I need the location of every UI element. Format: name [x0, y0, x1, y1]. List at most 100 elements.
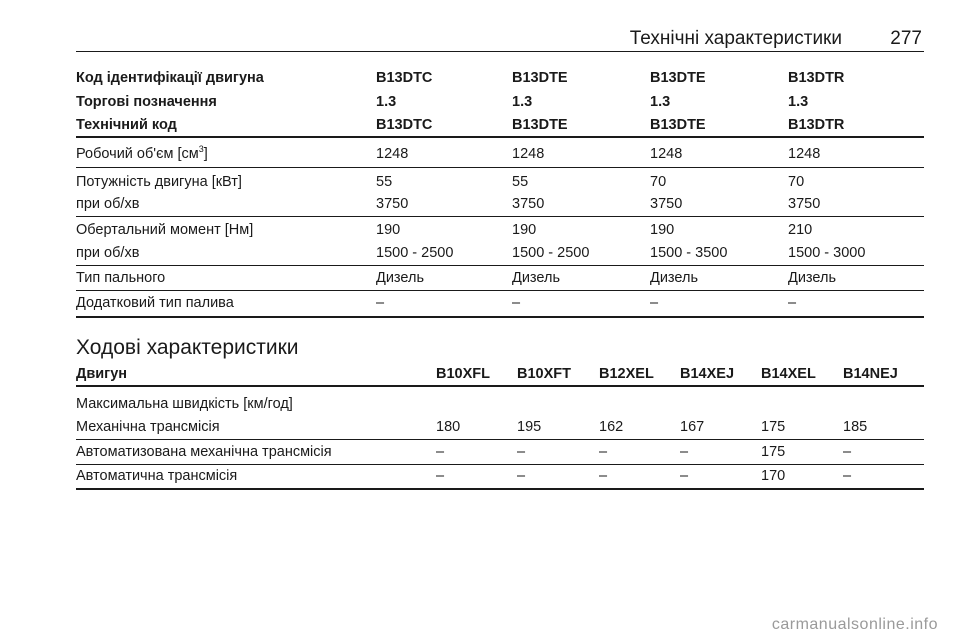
cell: – [436, 468, 445, 484]
row-divider [76, 216, 924, 217]
cell: 1248 [788, 146, 821, 162]
cell: 1500 - 2500 [376, 245, 454, 261]
row-label: при об/хв [76, 196, 140, 212]
cell: 175 [761, 419, 786, 435]
cell: – [436, 444, 445, 460]
superscript: 3 [198, 144, 204, 155]
cell: B13DTC [376, 70, 433, 86]
table-header-rule [76, 136, 924, 138]
manual-transmission-row: Механічна трансмісія 180 195 162 167 175… [76, 419, 924, 441]
fuel-type-row: Тип пального Дизель Дизель Дизель Дизель [76, 270, 924, 292]
cell: 170 [761, 468, 786, 484]
cell: Дизель [650, 270, 699, 286]
cell: 1500 - 3500 [650, 245, 728, 261]
cell: – [843, 444, 852, 460]
driving-header-rule [76, 385, 924, 387]
engine-id-row: Код ідентифікації двигуна B13DTC B13DTE … [76, 70, 924, 92]
row-divider [76, 167, 924, 168]
label-text: Робочий об'єм [см [76, 146, 199, 162]
cell: 1.3 [376, 94, 397, 110]
cell: B14NEJ [843, 366, 898, 382]
cell: 162 [599, 419, 624, 435]
cell: – [680, 444, 689, 460]
cell: 1.3 [512, 94, 533, 110]
cell: 55 [512, 174, 529, 190]
row-divider [76, 290, 924, 291]
cell: 167 [680, 419, 705, 435]
cell: – [843, 468, 852, 484]
cell: – [680, 468, 689, 484]
row-label: Тип пального [76, 270, 166, 286]
cell: – [512, 295, 521, 311]
row-label: при об/хв [76, 245, 140, 261]
cell: 1.3 [650, 94, 671, 110]
displacement-row: Робочий об'єм [см3] 1248 1248 1248 1248 [76, 144, 924, 168]
row-label: Механічна трансмісія [76, 419, 220, 435]
cell: Дизель [512, 270, 561, 286]
cell: 195 [517, 419, 542, 435]
cell: 190 [376, 222, 401, 238]
cell: B13DTR [788, 117, 845, 133]
cell: 1248 [376, 146, 409, 162]
cell: – [599, 444, 608, 460]
page-number: 277 [890, 28, 922, 49]
row-divider [76, 439, 924, 440]
cell: 180 [436, 419, 461, 435]
row-label: Технічний код [76, 117, 177, 133]
cell: 175 [761, 444, 786, 460]
driving-header-row: Двигун B10XFL B10XFT B12XEL B14XEJ B14XE… [76, 366, 924, 388]
power-row: Потужність двигуна [кВт] 55 55 70 70 [76, 174, 924, 196]
max-speed-subheading: Максимальна швидкість [км/год] [76, 396, 924, 418]
cell: 70 [788, 174, 805, 190]
cell: 210 [788, 222, 813, 238]
row-divider [76, 464, 924, 465]
cell: B13DTE [650, 117, 706, 133]
cell: B13DTC [376, 117, 433, 133]
cell: B12XEL [599, 366, 654, 382]
cell: 1500 - 2500 [512, 245, 590, 261]
cell: 190 [650, 222, 675, 238]
cell: B14XEJ [680, 366, 735, 382]
cell: 3750 [512, 196, 545, 212]
table-end-rule [76, 316, 924, 318]
row-label: Обертальний момент [Нм] [76, 222, 254, 238]
header-rule [76, 51, 924, 52]
cell: 1248 [650, 146, 683, 162]
cell: Дизель [788, 270, 837, 286]
row-label: Максимальна швидкість [км/год] [76, 396, 293, 412]
cell: B10XFT [517, 366, 571, 382]
cell: 3750 [788, 196, 821, 212]
row-label: Потужність двигуна [кВт] [76, 174, 242, 190]
cell: – [517, 468, 526, 484]
cell: – [376, 295, 385, 311]
tech-code-row: Технічний код B13DTC B13DTE B13DTE B13DT… [76, 117, 924, 139]
cell: B10XFL [436, 366, 490, 382]
page-title: Технічні характеристики [629, 28, 842, 49]
cell: 3750 [376, 196, 409, 212]
row-label: Автоматизована механічна трансмісія [76, 444, 332, 460]
cell: 1500 - 3000 [788, 245, 866, 261]
row-label: Двигун [76, 366, 128, 382]
cell: 190 [512, 222, 537, 238]
torque-rpm-row: при об/хв 1500 - 2500 1500 - 2500 1500 -… [76, 245, 924, 267]
table-end-rule [76, 488, 924, 490]
cell: B13DTE [512, 117, 568, 133]
cell: – [517, 444, 526, 460]
label-end: ] [203, 146, 208, 162]
row-label: Додатковий тип палива [76, 295, 234, 311]
cell: 55 [376, 174, 393, 190]
cell: – [650, 295, 659, 311]
automatic-transmission-row: Автоматична трансмісія – – – – 170 – [76, 468, 924, 490]
cell: 3750 [650, 196, 683, 212]
cell: B13DTE [650, 70, 706, 86]
cell: 1.3 [788, 94, 809, 110]
cell: Дизель [376, 270, 425, 286]
cell: B13DTR [788, 70, 845, 86]
cell: 1248 [512, 146, 545, 162]
cell: – [599, 468, 608, 484]
cell: B13DTE [512, 70, 568, 86]
row-label: Автоматична трансмісія [76, 468, 238, 484]
page-header: Технічні характеристики 277 [76, 28, 922, 50]
row-label: Робочий об'єм [см3] [76, 144, 208, 162]
row-divider [76, 265, 924, 266]
